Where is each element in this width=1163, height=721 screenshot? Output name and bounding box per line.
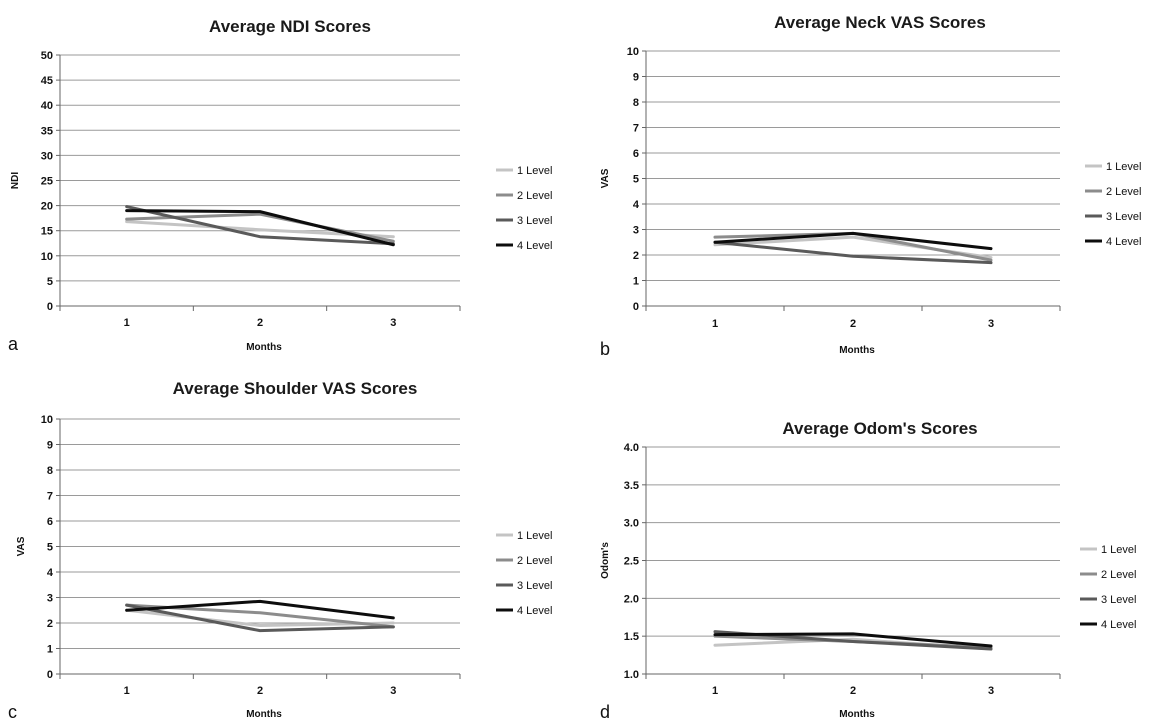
y-axis-label: NDI (10, 172, 21, 189)
y-tick-label: 3 (633, 225, 639, 237)
x-tick-label: 2 (850, 318, 856, 330)
y-tick-label: 2 (633, 250, 639, 262)
legend-label: 4 Level (517, 605, 552, 617)
y-tick-label: 3.0 (624, 518, 639, 530)
y-tick-label: 3 (47, 593, 53, 605)
y-tick-label: 7 (633, 123, 639, 135)
legend-label: 3 Level (1101, 594, 1136, 606)
y-tick-label: 1.5 (624, 631, 639, 643)
y-tick-label: 8 (47, 465, 53, 477)
series-line-3 (713, 240, 993, 265)
x-tick-label: 3 (988, 318, 994, 330)
legend-label: 1 Level (1101, 544, 1136, 556)
y-tick-label: 30 (41, 150, 53, 162)
legend-label: 3 Level (517, 580, 552, 592)
y-tick-label: 0 (633, 301, 639, 313)
y-tick-label: 1.0 (624, 669, 639, 681)
legend-label: 4 Level (517, 240, 552, 252)
y-tick-label: 0 (47, 669, 53, 681)
y-tick-label: 4.0 (624, 442, 639, 454)
y-tick-label: 10 (41, 414, 53, 426)
x-tick-label: 1 (712, 318, 718, 330)
y-axis-label: VAS (16, 536, 27, 556)
series-line-4 (125, 599, 395, 620)
y-tick-label: 25 (41, 176, 53, 188)
x-axis-label: Months (246, 342, 282, 353)
y-tick-label: 0 (47, 301, 53, 313)
series-line-3 (125, 205, 395, 246)
y-tick-label: 4 (47, 567, 54, 579)
y-tick-label: 35 (41, 125, 53, 137)
legend-label: 2 Level (1101, 569, 1136, 581)
series-line-4 (713, 632, 993, 648)
x-axis-label: Months (839, 709, 875, 720)
panel-letter: c (8, 702, 17, 721)
y-tick-label: 10 (627, 46, 639, 58)
legend-label: 1 Level (517, 165, 552, 177)
y-tick-label: 7 (47, 491, 53, 503)
legend-label: 2 Level (1106, 186, 1141, 198)
y-tick-label: 1 (47, 644, 53, 656)
x-tick-label: 3 (390, 317, 396, 329)
x-tick-label: 1 (124, 317, 130, 329)
series-line-1 (125, 608, 395, 628)
chart-panel-a: Average NDI Scores 0 5 10 15 20 25 30 35 40 45 50 1 2… (8, 17, 552, 354)
legend-label: 2 Level (517, 190, 552, 202)
y-tick-label: 45 (41, 75, 53, 87)
x-tick-label: 3 (390, 685, 396, 697)
y-tick-label: 20 (41, 201, 53, 213)
y-tick-label: 2.0 (624, 593, 639, 605)
x-axis-label: Months (839, 345, 875, 356)
x-axis-label: Months (246, 709, 282, 720)
legend-label: 3 Level (1106, 211, 1141, 223)
series-line-4 (713, 231, 993, 251)
legend-label: 2 Level (517, 555, 552, 567)
y-tick-label: 2 (47, 618, 53, 630)
x-tick-label: 2 (257, 685, 263, 697)
x-tick-label: 2 (257, 317, 263, 329)
chart-panel-c: Average Shoulder VAS Scores 0 1 2 3 4 5 6 7 8 9 10 1… (8, 379, 552, 721)
panel-letter: a (8, 334, 19, 354)
chart-title: Average Neck VAS Scores (774, 13, 986, 32)
y-tick-label: 5 (47, 542, 53, 554)
y-axis-label: VAS (600, 168, 611, 188)
legend-label: 4 Level (1101, 619, 1136, 631)
y-tick-label: 8 (633, 97, 639, 109)
y-tick-label: 50 (41, 50, 53, 62)
y-tick-label: 5 (47, 276, 53, 288)
chart-title: Average Shoulder VAS Scores (173, 379, 418, 398)
y-tick-label: 4 (633, 199, 640, 211)
series-line-3 (125, 603, 395, 633)
chart-title: Average Odom's Scores (782, 419, 977, 438)
legend-label: 1 Level (517, 530, 552, 542)
legend-label: 1 Level (1106, 161, 1141, 173)
y-tick-label: 3.5 (624, 480, 639, 492)
y-tick-label: 5 (633, 174, 639, 186)
y-tick-label: 9 (47, 440, 53, 452)
y-axis-label: Odom's (600, 542, 611, 579)
x-tick-label: 1 (712, 685, 718, 697)
x-tick-label: 1 (124, 685, 130, 697)
series-line-4 (125, 209, 395, 247)
legend-label: 3 Level (517, 215, 552, 227)
chart-panel-b: Average Neck VAS Scores 0 1 2 3 4 5 6 7 8 9 10 1 2 3 Mo… (600, 13, 1141, 359)
legend-label: 4 Level (1106, 236, 1141, 248)
y-tick-label: 10 (41, 251, 53, 263)
x-tick-label: 2 (850, 685, 856, 697)
chart-panel-d: Average Odom's Scores 1.0 1.5 2.0 2.5 3.0 3.5 4… (600, 419, 1136, 721)
y-tick-label: 15 (41, 226, 53, 238)
y-tick-label: 9 (633, 72, 639, 84)
y-tick-label: 2.5 (624, 556, 639, 568)
y-tick-label: 6 (633, 148, 639, 160)
panel-letter: b (600, 339, 610, 359)
panel-letter: d (600, 702, 610, 721)
chart-title: Average NDI Scores (209, 17, 371, 36)
y-tick-label: 1 (633, 276, 639, 288)
y-tick-label: 40 (41, 100, 53, 112)
x-tick-label: 3 (988, 685, 994, 697)
y-tick-label: 6 (47, 516, 53, 528)
